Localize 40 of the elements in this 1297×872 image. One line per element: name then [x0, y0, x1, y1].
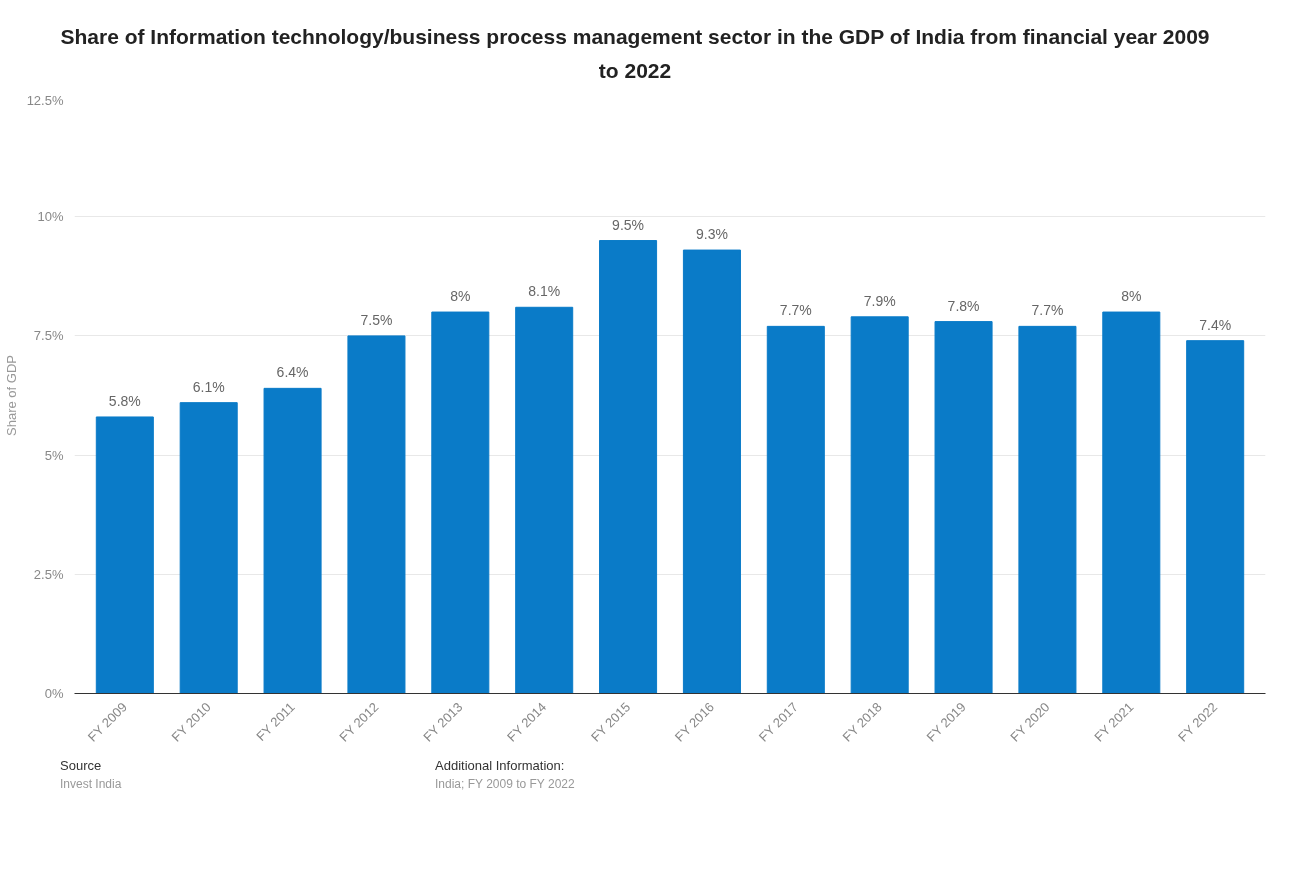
text: India; FY 2009 to FY 2022 [435, 775, 575, 793]
bar [263, 388, 322, 694]
text: Source [60, 757, 103, 776]
bar [1018, 326, 1077, 694]
bar [1102, 311, 1161, 694]
data-label: 6.1% [192, 378, 225, 395]
data-label: 8.1% [528, 283, 561, 300]
data-label: 5.8% [108, 393, 141, 410]
bar [682, 249, 741, 694]
bar [850, 316, 909, 694]
data-label: 7.4% [1199, 316, 1232, 333]
data-label: 8% [450, 288, 471, 305]
text: Additional Information: [435, 757, 566, 776]
y-axis-title: Share of GDP [3, 355, 19, 437]
chart-title: Share of Information technology/business process management sector in the GDP of India from financial year 2009 to 2022 [60, 24, 1210, 84]
bar [515, 306, 574, 694]
bar [179, 402, 238, 694]
bar [766, 326, 825, 694]
data-label: 8% [1121, 288, 1142, 305]
bar [431, 311, 490, 694]
data-label: 9.3% [695, 226, 728, 243]
data-label: 6.4% [276, 364, 309, 381]
data-label: 7.8% [947, 297, 980, 314]
y-tick-label: 7.5% [33, 328, 64, 344]
data-label: 7.7% [1031, 302, 1064, 319]
bar [599, 240, 658, 694]
y-tick-label: 12.5% [26, 92, 64, 108]
y-tick-label: 5% [44, 447, 64, 463]
text: Invest India [60, 775, 122, 793]
data-label: 9.5% [612, 216, 645, 233]
y-tick-label: 10% [37, 209, 64, 225]
bar [1186, 340, 1245, 694]
y-tick-label: 0% [44, 686, 64, 702]
data-label: 7.9% [863, 293, 896, 310]
bar [95, 416, 154, 694]
data-label: 7.7% [779, 302, 812, 319]
data-label: 7.5% [360, 312, 393, 329]
bar [347, 335, 406, 694]
bar [934, 321, 993, 694]
y-tick-label: 2.5% [33, 566, 64, 582]
